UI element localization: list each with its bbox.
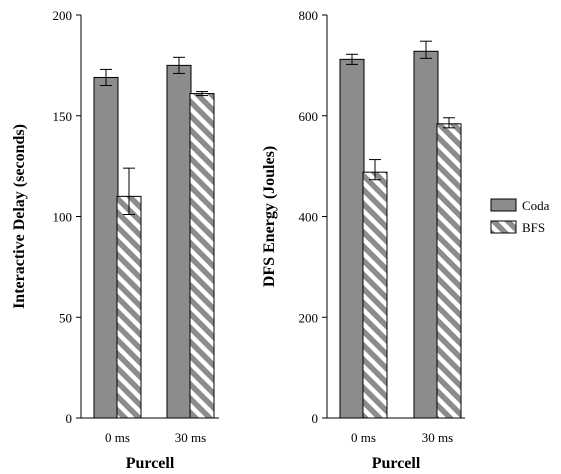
bar-coda-1	[413, 50, 439, 419]
y-tick-label: 800	[299, 8, 319, 23]
legend-label-coda: Coda	[522, 198, 550, 213]
bar-coda-1	[166, 64, 192, 419]
bar-bfs-1	[436, 123, 462, 419]
x-tick-label: 0 ms	[351, 430, 376, 445]
bar-bfs-0	[116, 195, 142, 419]
y-axis-title: DFS Energy (Joules)	[261, 146, 278, 287]
y-tick-label: 200	[53, 8, 73, 23]
x-axis-title: Purcell	[372, 455, 421, 472]
y-tick-label: 0	[66, 411, 73, 426]
y-tick-label: 600	[299, 109, 319, 124]
bar-coda-0	[339, 58, 365, 419]
y-tick-label: 400	[299, 210, 319, 225]
bar-coda-0	[93, 76, 119, 419]
x-tick-label: 30 ms	[175, 430, 206, 445]
legend-label-bfs: BFS	[522, 220, 545, 235]
legend-swatch-coda	[490, 198, 517, 212]
legend: Coda BFS	[490, 198, 550, 235]
y-tick-label: 50	[59, 310, 72, 325]
y-tick-label: 200	[299, 310, 319, 325]
y-tick-label: 150	[53, 109, 73, 124]
bar-bfs-1	[189, 93, 215, 419]
y-tick-label: 100	[53, 210, 73, 225]
bar-bfs-0	[362, 171, 388, 419]
x-axis-title: Purcell	[126, 455, 175, 472]
legend-swatch-bfs	[490, 220, 517, 234]
x-tick-label: 30 ms	[422, 430, 453, 445]
y-tick-label: 0	[312, 411, 319, 426]
y-axis-title: Interactive Delay (seconds)	[11, 124, 28, 309]
x-tick-label: 0 ms	[105, 430, 130, 445]
